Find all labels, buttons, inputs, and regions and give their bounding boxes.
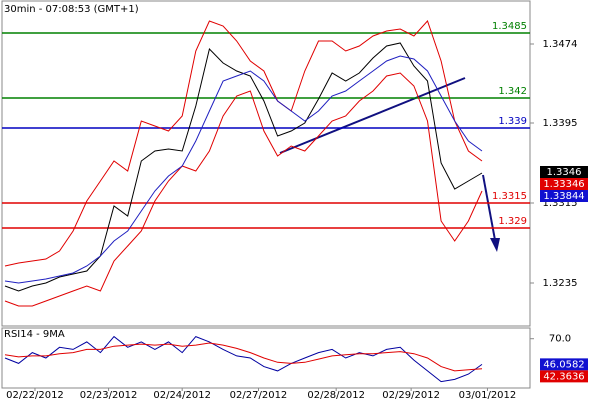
level-label: 1.342 <box>498 86 527 97</box>
rsi-frame <box>1 327 531 389</box>
series-line <box>4 335 483 383</box>
rsi-tick-label: 70.0 <box>549 334 571 345</box>
price-frame <box>1 0 531 327</box>
level-label: 1.329 <box>498 216 527 227</box>
y-tick-label: 1.3395 <box>543 118 578 129</box>
y-tick-label: 1.3474 <box>543 39 578 50</box>
x-tick-label: 02/24/2012 <box>153 390 211 400</box>
forecast-arrow <box>482 174 496 241</box>
trend-line <box>279 77 466 154</box>
y-tick-label: 1.3315 <box>543 198 578 209</box>
level-label: 1.3315 <box>492 191 527 202</box>
price-marker-label: 42.3636 <box>543 371 584 382</box>
price-marker-label: 1.33346 <box>543 179 584 190</box>
x-tick-label: 02/27/2012 <box>230 390 288 400</box>
rsi-title: RSI14 - 9MA <box>4 329 65 340</box>
x-tick-label: 02/23/2012 <box>80 390 138 400</box>
price-marker-label: 1.3346 <box>547 167 582 178</box>
x-tick-label: 02/28/2012 <box>307 390 365 400</box>
series-line <box>4 72 483 307</box>
price-marker <box>540 190 588 202</box>
x-tick-label: 02/22/2012 <box>6 390 64 400</box>
level-label: 1.339 <box>498 116 527 127</box>
series-line <box>4 42 483 292</box>
series-line <box>4 55 483 284</box>
price-marker-label: 46.0582 <box>543 359 584 370</box>
series-line <box>4 342 483 372</box>
level-label: 1.3485 <box>492 21 527 32</box>
x-tick-label: 03/01/2012 <box>459 390 517 400</box>
chart-title: 30min - 07:08:53 (GMT+1) <box>4 4 139 15</box>
price-marker-label: 1.33844 <box>543 191 584 202</box>
price-marker <box>540 166 588 178</box>
series-line <box>4 20 483 267</box>
x-tick-label: 02/29/2012 <box>382 390 440 400</box>
price-marker <box>540 370 588 383</box>
price-marker <box>540 358 588 371</box>
arrow-head <box>490 238 500 252</box>
y-tick-label: 1.3235 <box>543 278 578 289</box>
price-marker <box>540 178 588 190</box>
